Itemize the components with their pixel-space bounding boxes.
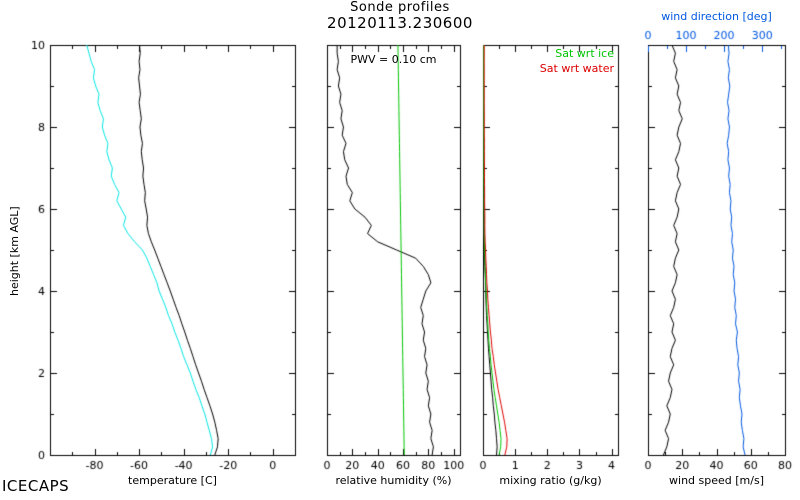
page-title: Sonde profiles: [350, 0, 450, 15]
x-axis-label-wind-speed: wind speed [m/s]: [669, 474, 764, 487]
pwv-annotation: PWV = 0.10 cm: [350, 53, 437, 66]
top-axis-label-wind-direction: wind direction [deg]: [661, 10, 772, 23]
legend-sat-wrt-ice: Sat wrt ice: [555, 47, 614, 60]
page-subtitle: 20120113.230600: [327, 14, 473, 32]
x-axis-label-relative-humidity: relative humidity (%): [335, 474, 452, 487]
y-axis-label: height [km AGL]: [8, 206, 21, 296]
x-axis-label-mixing-ratio: mixing ratio (g/kg): [499, 474, 602, 487]
legend-sat-wrt-water: Sat wrt water: [539, 62, 614, 75]
x-axis-label-temperature: temperature [C]: [128, 474, 217, 487]
icecaps-label: ICECAPS: [2, 477, 70, 495]
